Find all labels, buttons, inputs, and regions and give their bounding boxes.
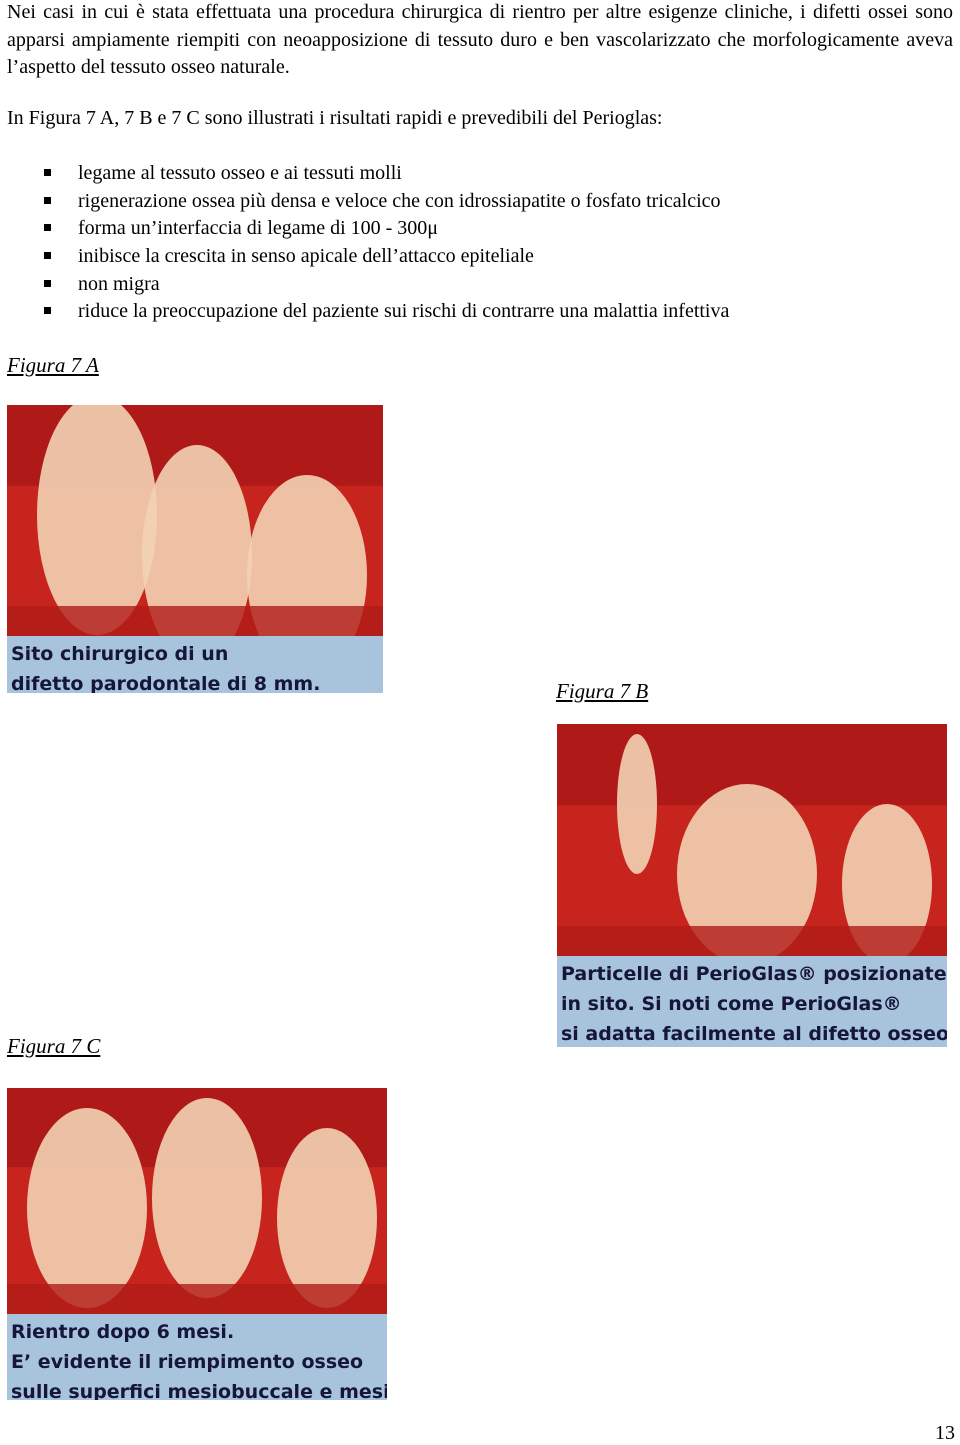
tooth	[617, 734, 657, 874]
caption-band	[7, 1314, 387, 1400]
paragraph: Nei casi in cui è stata effettuata una p…	[7, 1, 953, 78]
bullet-text: legame al tessuto osseo e ai tessuti mol…	[78, 162, 402, 184]
tooth	[677, 784, 817, 964]
figure-image: Rientro dopo 6 mesi. E’ evidente il riemp…	[7, 1088, 387, 1400]
bullet-marker	[44, 252, 51, 260]
photo-shade	[557, 926, 947, 956]
caption-line: in sito. Si noti come PerioGlas®	[561, 993, 902, 1015]
tooth	[277, 1128, 377, 1308]
bullet-item: forma un’interfaccia di legame di 100 - …	[44, 215, 944, 243]
bullet-text: riduce la preoccupazione del paziente su…	[78, 300, 730, 323]
bullet-item: rigenerazione ossea più densa e veloce c…	[44, 188, 944, 216]
bullet-marker	[44, 224, 51, 232]
figure-label: Figura 7 C	[7, 1034, 101, 1058]
caption-line: Rientro dopo 6 mesi.	[11, 1321, 234, 1343]
tooth	[842, 804, 932, 964]
bullet-text: rigenerazione ossea più densa e veloce c…	[78, 189, 721, 212]
bullet-text: inibisce la crescita in senso apicale de…	[78, 245, 534, 268]
bullet-item: riduce la preoccupazione del paziente su…	[44, 298, 944, 326]
bullet-marker	[44, 307, 51, 315]
figure-label: Figura 7 B	[556, 679, 649, 703]
figure-label: Figura 7 A	[7, 353, 99, 377]
bullet-marker	[44, 279, 51, 287]
caption-line: difetto parodontale di 8 mm.	[11, 673, 320, 693]
bullet-text: non migra	[78, 272, 160, 295]
bullet-list: legame al tessuto osseo e ai tessuti mol…	[44, 160, 944, 326]
page-number: 13	[935, 1422, 955, 1444]
photo-shade	[7, 1284, 387, 1314]
bullet-marker	[44, 196, 51, 204]
bullet-item: inibisce la crescita in senso apicale de…	[44, 243, 944, 271]
caption-line: Sito chirurgico di un	[11, 643, 228, 665]
bullet-marker	[44, 169, 51, 176]
figure-image: Sito chirurgico di un difetto parodontale…	[7, 405, 383, 693]
photo-shade	[7, 606, 383, 636]
caption-band	[7, 636, 383, 693]
figure-image: Particelle di PerioGlas® posizionate in s…	[557, 724, 947, 1047]
paragraph: In Figura 7 A, 7 B e 7 C sono illustrati…	[7, 107, 663, 129]
bullet-item: legame al tessuto osseo e ai tessuti mol…	[44, 160, 944, 188]
caption-band	[557, 956, 947, 1047]
caption-line: E’ evidente il riempimento osseo	[11, 1351, 363, 1373]
tooth	[152, 1098, 262, 1298]
caption-line: sulle superfici mesiobuccale e mesi	[11, 1381, 387, 1400]
bullet-item: non migra	[44, 271, 944, 299]
tooth	[37, 405, 157, 635]
caption-line: Particelle di PerioGlas® posizionate	[561, 963, 947, 985]
caption-line: si adatta facilmente al difetto osseo.	[561, 1023, 947, 1045]
tooth	[27, 1108, 147, 1308]
bullet-text: forma un’interfaccia di legame di 100 - …	[78, 217, 439, 240]
